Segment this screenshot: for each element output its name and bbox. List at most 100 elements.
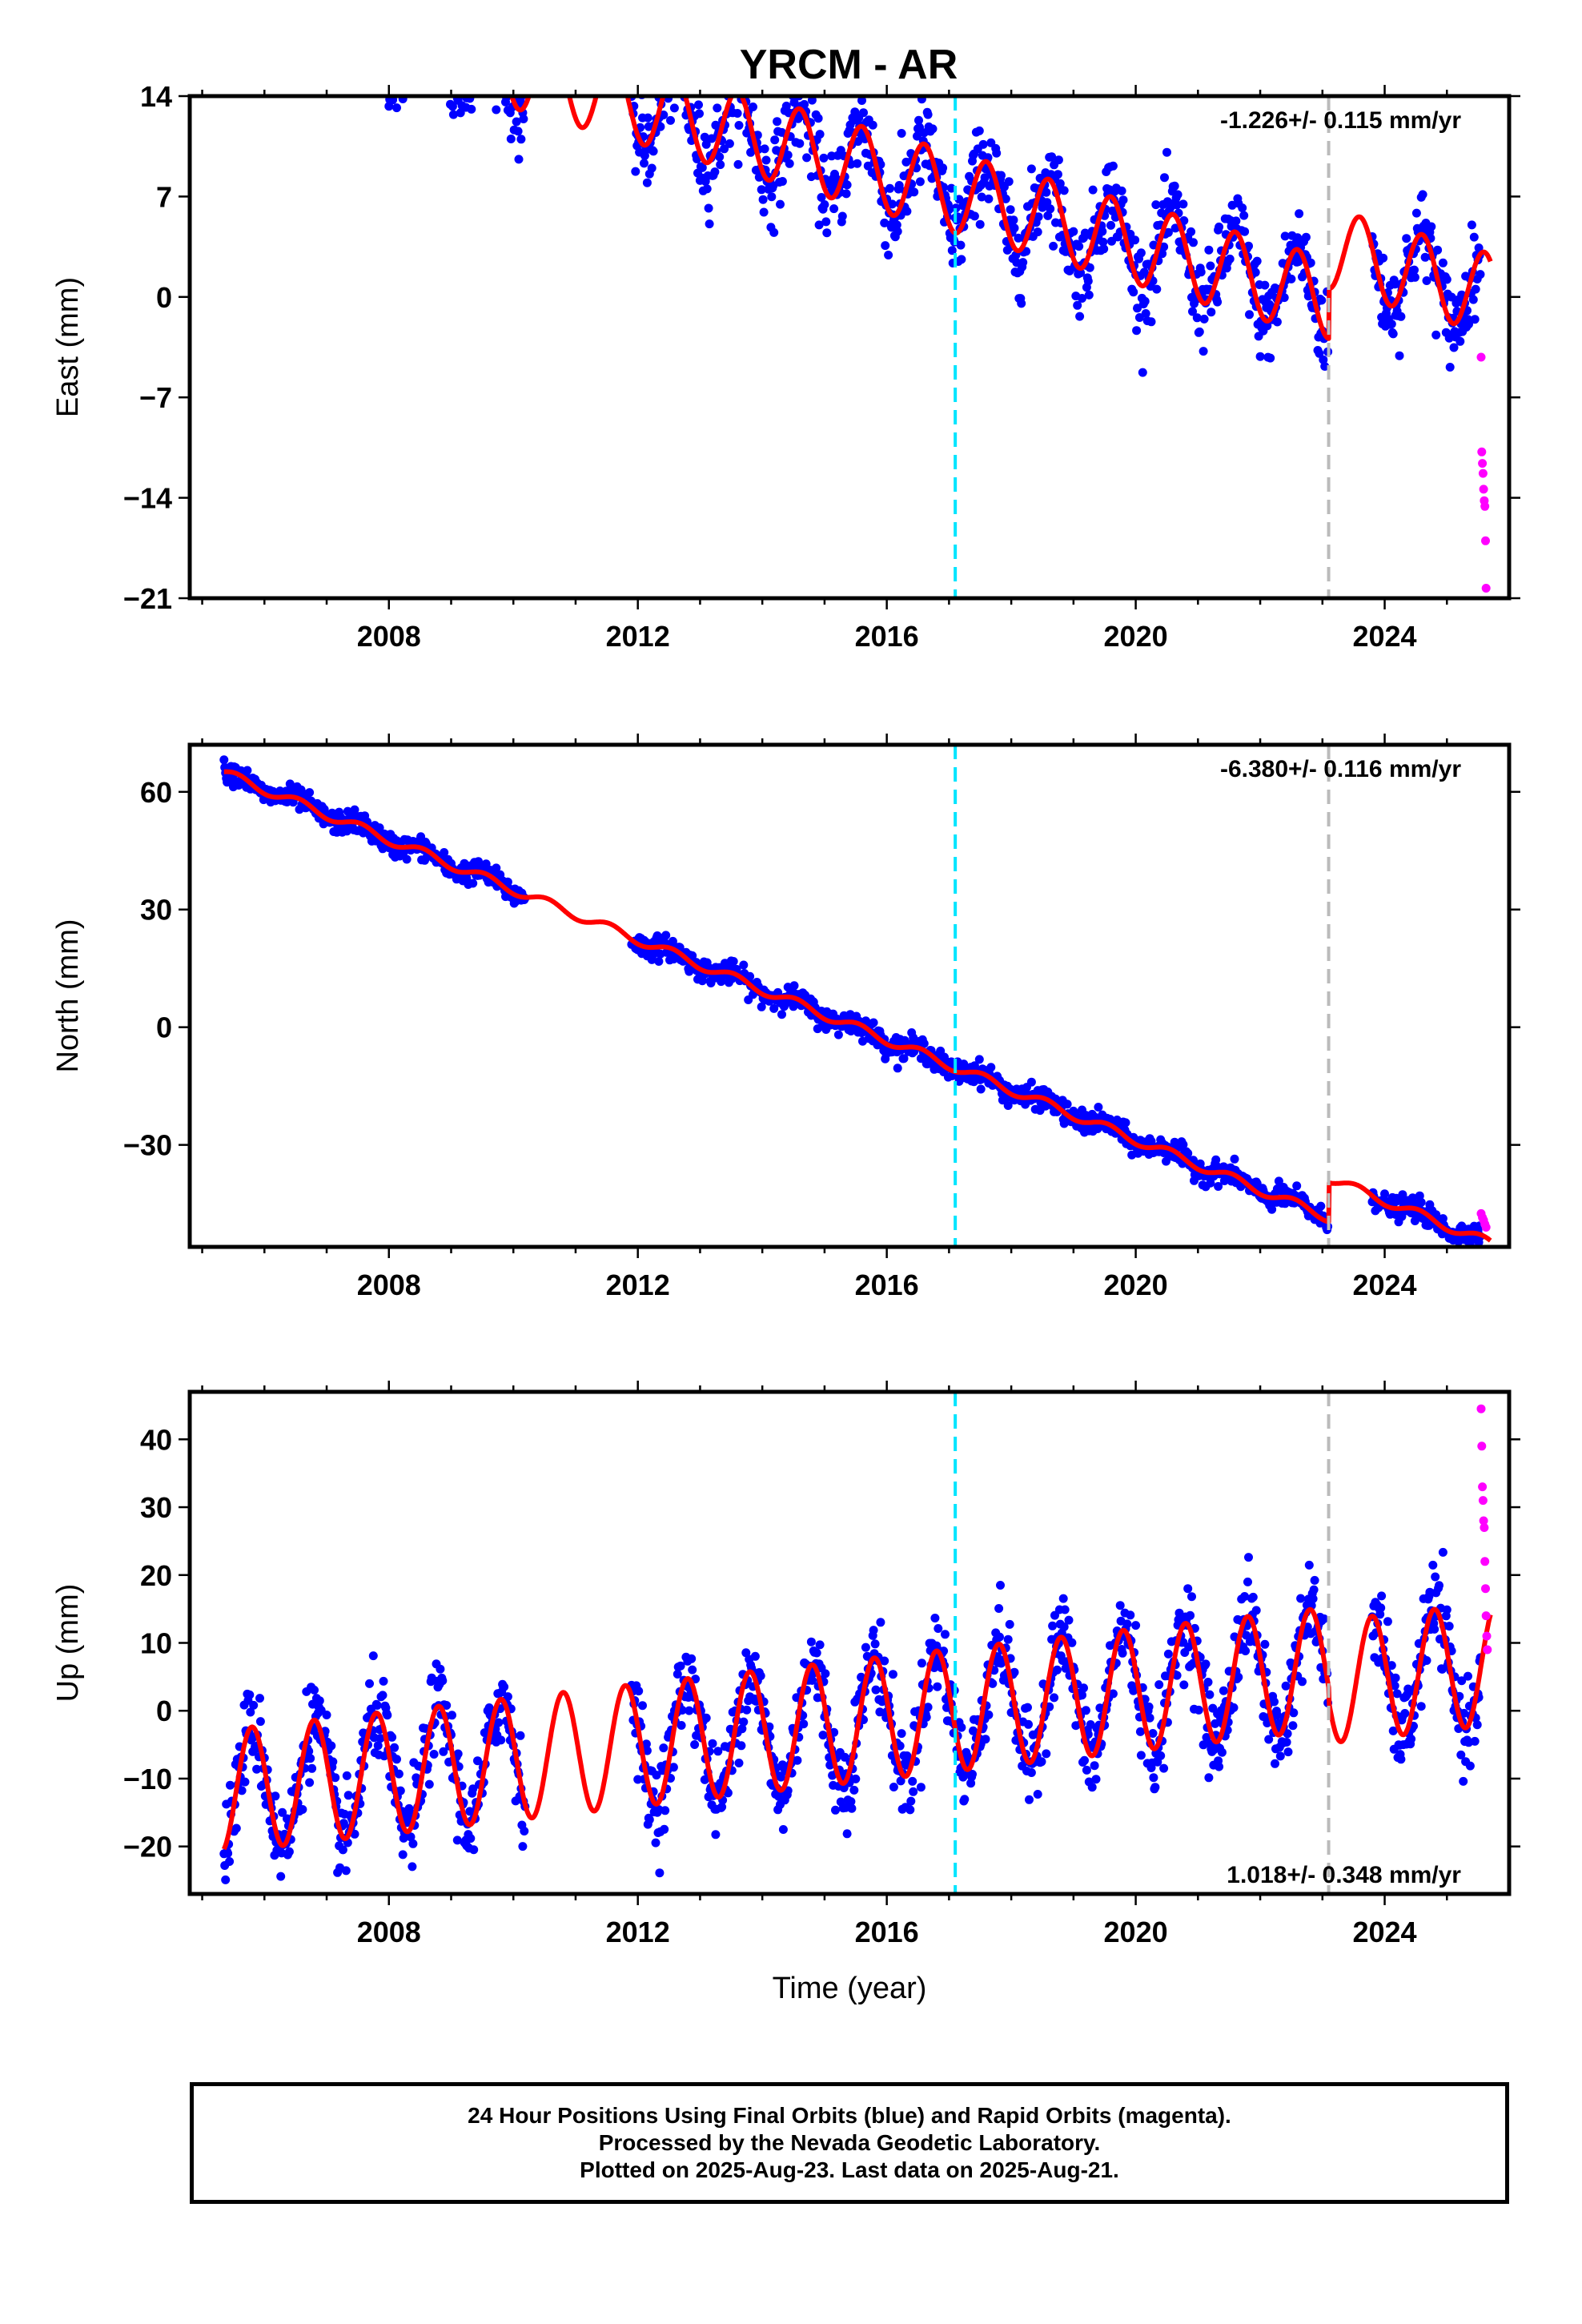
plot-area: [219, 745, 1492, 1247]
data-point: [1400, 1709, 1410, 1718]
data-point: [734, 121, 744, 130]
data-point: [318, 7, 327, 16]
data-point: [857, 96, 866, 105]
data-point: [490, 25, 499, 34]
data-point: [899, 1054, 909, 1063]
data-point: [721, 71, 730, 80]
data-point: [442, 65, 451, 74]
data-point: [451, 78, 460, 86]
data-point: [1415, 1191, 1424, 1200]
data-point: [923, 1703, 933, 1712]
data-point: [430, 3, 439, 12]
rapid-point: [1481, 1611, 1491, 1621]
data-point: [1132, 326, 1142, 336]
data-point: [379, 70, 388, 78]
data-point: [711, 120, 721, 130]
data-point: [896, 1776, 905, 1786]
data-point: [1074, 242, 1084, 251]
data-point: [713, 1747, 723, 1756]
data-point: [1134, 313, 1144, 322]
data-point: [1049, 241, 1058, 251]
data-point: [1078, 1691, 1086, 1700]
data-point: [643, 113, 652, 123]
data-point: [1410, 265, 1419, 275]
data-point: [1301, 232, 1311, 242]
data-point: [1289, 1708, 1299, 1718]
data-point: [322, 6, 331, 14]
data-point: [1085, 263, 1094, 272]
y-tick-label: −14: [123, 482, 172, 515]
data-point: [1442, 1605, 1452, 1614]
data-point: [644, 1815, 654, 1824]
data-point: [341, 41, 350, 50]
data-point: [1159, 242, 1169, 251]
data-point: [472, 45, 481, 54]
data-point: [685, 1706, 694, 1715]
data-point: [265, 26, 274, 35]
data-point: [314, 0, 323, 4]
data-point: [319, 36, 327, 45]
data-point: [240, 1777, 250, 1787]
data-point: [733, 109, 742, 118]
rapid-point: [1478, 1496, 1488, 1506]
x-tick-label: 2024: [1352, 1916, 1416, 1948]
data-point: [1050, 1693, 1059, 1703]
data-point: [1296, 1594, 1306, 1603]
data-point: [406, 1832, 416, 1842]
data-point: [669, 34, 678, 42]
data-point: [506, 135, 516, 143]
data-point: [339, 1819, 348, 1828]
data-point: [876, 1618, 885, 1627]
rapid-point: [1477, 447, 1487, 456]
data-point: [889, 1783, 898, 1791]
rapid-orbits-series: [1476, 1404, 1492, 1655]
data-point: [305, 788, 315, 798]
data-point: [436, 18, 445, 26]
data-point: [832, 174, 841, 183]
data-point: [1033, 1790, 1042, 1799]
data-point: [372, 1701, 382, 1710]
data-point: [1118, 1648, 1127, 1658]
data-point: [1189, 238, 1198, 247]
data-point: [255, 13, 263, 22]
data-point: [474, 60, 483, 69]
data-point: [756, 1671, 765, 1681]
data-point: [438, 1676, 448, 1686]
data-point: [1042, 1749, 1051, 1759]
data-point: [505, 63, 514, 72]
data-point: [715, 152, 725, 162]
data-point: [484, 1703, 494, 1712]
data-point: [1215, 222, 1224, 231]
data-point: [676, 70, 685, 78]
data-point: [1133, 304, 1142, 313]
rapid-point: [1481, 536, 1490, 545]
data-point: [1037, 1757, 1046, 1767]
x-tick-label: 2008: [357, 620, 421, 653]
data-point: [737, 1741, 746, 1751]
data-point: [253, 41, 262, 50]
data-point: [272, 47, 281, 56]
data-point: [306, 1754, 315, 1763]
data-point: [1034, 212, 1043, 222]
data-point: [666, 115, 675, 125]
data-point: [641, 1739, 651, 1749]
data-point: [821, 1669, 830, 1679]
data-point: [1304, 1560, 1314, 1570]
data-point: [668, 74, 677, 82]
data-point: [382, 37, 391, 46]
data-point: [1087, 1783, 1097, 1792]
data-point: [669, 1763, 678, 1772]
data-point: [1402, 234, 1411, 243]
data-point: [410, 0, 419, 6]
data-point: [1173, 190, 1182, 199]
data-point: [785, 159, 794, 168]
data-point: [438, 53, 447, 62]
data-point: [1438, 1214, 1447, 1224]
data-point: [861, 1642, 870, 1652]
data-point: [440, 77, 448, 86]
data-point: [1239, 211, 1249, 220]
data-point: [396, 71, 405, 80]
y-tick-label: 30: [140, 1491, 172, 1524]
data-point: [745, 971, 755, 981]
data-point: [631, 167, 640, 176]
